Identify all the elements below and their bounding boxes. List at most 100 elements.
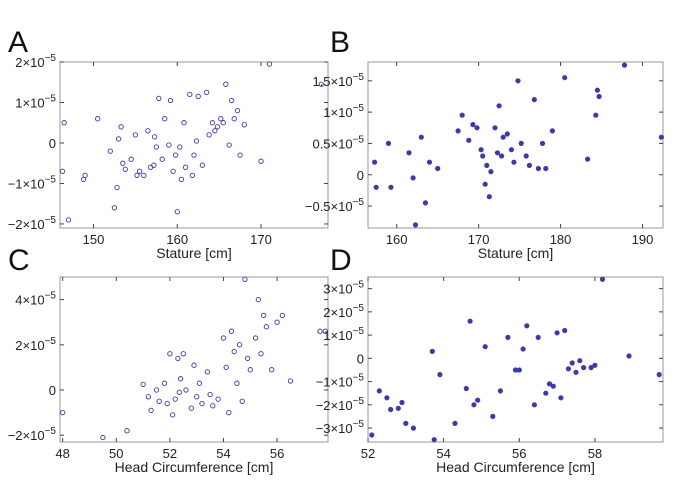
y-tick-label: 0 [357, 168, 364, 183]
data-point [234, 107, 241, 114]
y-tick-label: 0.5×10−5 [312, 134, 364, 151]
data-point [504, 131, 510, 137]
data-point [318, 81, 324, 87]
data-point [384, 395, 390, 401]
data-point [136, 168, 143, 174]
data-point [471, 402, 477, 408]
data-point [167, 351, 173, 357]
data-point [482, 181, 488, 187]
x-tick-label: 54 [216, 446, 230, 461]
plot-frame [367, 61, 664, 229]
x-tick-label: 170 [468, 232, 490, 247]
data-point [145, 394, 152, 400]
data-point [543, 165, 549, 172]
data-point [244, 355, 251, 362]
data-point [518, 140, 524, 146]
data-point [599, 276, 606, 282]
data-point [376, 388, 382, 394]
x-tick-label: 180 [550, 232, 572, 247]
data-point [279, 312, 286, 319]
y-tick-label: −2×10−5 [8, 426, 57, 443]
x-tick-label: 48 [55, 446, 69, 461]
data-point [475, 397, 481, 403]
data-point [596, 93, 602, 100]
data-point [526, 162, 533, 168]
data-point [580, 365, 587, 371]
data-point [388, 184, 394, 190]
data-point [496, 103, 502, 109]
data-point [210, 403, 216, 409]
data-point [118, 124, 124, 130]
data-point [452, 420, 458, 427]
data-point [162, 116, 168, 122]
data-point [187, 91, 193, 98]
data-point [228, 328, 235, 334]
data-point [196, 380, 203, 386]
data-point [82, 172, 88, 179]
data-point [593, 112, 599, 118]
data-point [535, 334, 541, 341]
data-point [486, 194, 492, 200]
data-point [209, 120, 216, 126]
data-point [164, 400, 170, 407]
data-point [369, 432, 375, 438]
y-tick-label: 2×10−5 [323, 303, 364, 320]
data-point [61, 120, 67, 126]
data-point [431, 437, 437, 443]
data-point [128, 156, 134, 162]
data-point [176, 389, 182, 395]
data-point [592, 362, 598, 368]
data-point [241, 122, 247, 128]
data-point [177, 144, 183, 150]
data-point [500, 134, 506, 140]
panel-letter: C [8, 244, 30, 277]
x-tick-label: 170 [250, 232, 272, 247]
data-point [562, 75, 568, 81]
y-tick-label: −1×10−5 [8, 174, 57, 191]
y-tick-label: −1×10−5 [316, 373, 365, 390]
x-tick-label: 52 [163, 446, 177, 461]
y-tick-label: 1×10−5 [323, 326, 364, 343]
data-point [115, 136, 122, 142]
x-tick-label: 54 [436, 446, 450, 461]
data-point [223, 364, 229, 371]
data-point [215, 396, 221, 402]
data-point [191, 362, 197, 368]
x-axis-label: Stature [cm] [156, 245, 231, 261]
data-point [422, 200, 429, 206]
data-point [111, 205, 118, 211]
data-point [156, 95, 162, 102]
data-point [234, 380, 240, 386]
data-point [153, 387, 160, 393]
data-point [134, 172, 140, 179]
data-point [573, 369, 579, 375]
data-point [418, 134, 424, 140]
data-point [181, 120, 187, 126]
data-point [531, 402, 538, 408]
data-point [172, 152, 179, 158]
data-point [252, 335, 259, 341]
data-point [199, 400, 205, 407]
data-point [463, 385, 469, 392]
data-point [523, 153, 529, 159]
data-point [511, 159, 517, 165]
data-point [497, 388, 504, 394]
data-point [516, 367, 522, 373]
data-point [231, 116, 237, 122]
data-point [95, 116, 101, 122]
x-axis-label: Stature [cm] [478, 245, 553, 261]
data-point [193, 138, 200, 144]
data-point [182, 164, 189, 170]
y-tick-label: 2×10−5 [15, 336, 56, 353]
data-point [373, 184, 379, 190]
data-point [484, 162, 490, 168]
data-point [229, 97, 235, 104]
x-tick-label: 190 [632, 232, 654, 247]
plot-frame [59, 276, 329, 443]
x-tick-label: 50 [109, 446, 123, 461]
y-tick-label: −2×10−5 [316, 396, 365, 413]
panel-c: C 48 50 52 54 56 4×10−5 2×10−5 0 −2×10−5 Head Circ… [8, 244, 329, 475]
data-point [107, 148, 113, 154]
y-tick-label: 4×10−5 [15, 291, 56, 308]
data-point [412, 222, 419, 228]
